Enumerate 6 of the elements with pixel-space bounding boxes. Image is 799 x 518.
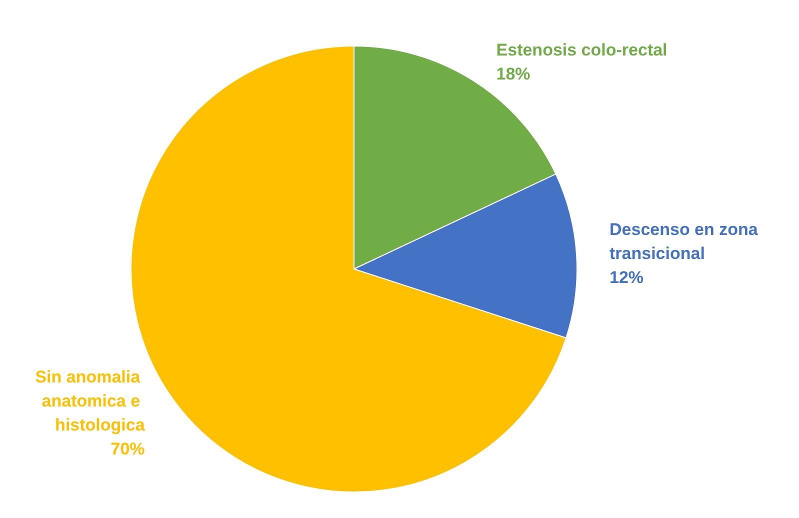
data-label: 12%: [610, 268, 644, 288]
slice-label: Sin anomalia anatomica e histologica: [35, 368, 146, 435]
slice-label: Estenosis colo-rectal: [496, 40, 668, 60]
data-label: 18%: [496, 64, 530, 84]
slice-label: Descenso en zona transicional: [610, 220, 763, 264]
data-label: 70%: [110, 440, 145, 459]
